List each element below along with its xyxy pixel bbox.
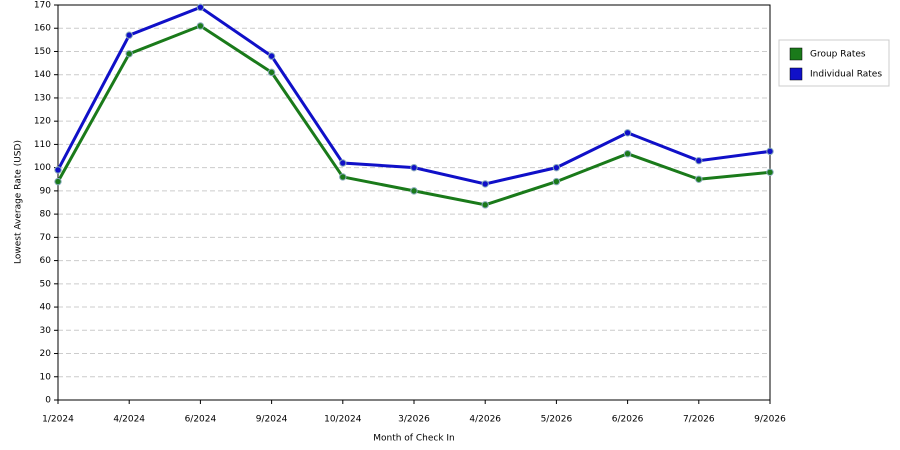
- x-tick-label: 5/2026: [541, 415, 573, 425]
- data-point: [695, 175, 703, 183]
- y-tick-label: 90: [40, 186, 52, 196]
- y-tick-label: 20: [40, 349, 52, 359]
- y-axis-label: Lowest Average Rate (USD): [14, 140, 24, 264]
- legend-label: Individual Rates: [810, 70, 882, 80]
- y-tick-label: 110: [34, 140, 51, 150]
- data-point: [339, 159, 347, 167]
- y-tick-label: 60: [40, 256, 52, 266]
- x-tick-label: 4/2024: [113, 415, 145, 425]
- data-point: [196, 3, 205, 12]
- y-tick-label: 150: [34, 47, 51, 57]
- data-point: [623, 150, 632, 158]
- data-point: [410, 187, 418, 195]
- data-point: [766, 168, 774, 176]
- data-point: [410, 163, 418, 172]
- data-point: [481, 180, 489, 188]
- data-point: [267, 68, 276, 77]
- data-point: [623, 129, 632, 137]
- plot-frame: [57, 4, 771, 401]
- data-point: [196, 22, 205, 30]
- data-point: [695, 156, 703, 165]
- data-point: [267, 52, 276, 60]
- data-point: [766, 147, 774, 156]
- legend-label: Group Rates: [810, 50, 866, 60]
- data-point: [552, 163, 561, 172]
- legend-swatch: [789, 47, 803, 61]
- data-point: [552, 177, 561, 186]
- y-tick-label: 30: [40, 326, 52, 336]
- x-axis-label: Month of Check In: [373, 434, 455, 444]
- x-tick-label: 9/2024: [256, 415, 288, 425]
- series-line: [56, 24, 771, 207]
- y-tick-label: 160: [34, 24, 51, 34]
- y-tick-label: 130: [34, 93, 51, 103]
- data-point: [54, 177, 62, 186]
- y-tick-label: 10: [40, 372, 52, 382]
- x-tick-label: 6/2026: [612, 415, 644, 425]
- y-tick-label: 50: [40, 279, 52, 289]
- y-tick-label: 140: [34, 70, 51, 80]
- data-point: [54, 166, 62, 174]
- x-tick-label: 4/2026: [469, 415, 501, 425]
- legend-swatch: [789, 67, 803, 81]
- x-tick-label: 10/2024: [324, 415, 362, 425]
- y-tick-label: 170: [34, 1, 51, 11]
- x-tick-label: 6/2024: [185, 415, 217, 425]
- x-tick-label: 3/2026: [398, 415, 430, 425]
- x-tick-label: 1/2024: [42, 415, 74, 425]
- data-point: [125, 31, 133, 39]
- y-tick-label: 0: [45, 396, 51, 406]
- y-tick-label: 100: [34, 163, 51, 173]
- y-tick-label: 40: [40, 303, 52, 313]
- x-tick-label: 9/2026: [754, 415, 786, 425]
- series-line: [56, 5, 771, 186]
- x-tick-label: 7/2026: [683, 415, 715, 425]
- y-tick-label: 70: [40, 233, 52, 243]
- data-point: [125, 50, 133, 58]
- y-tick-label: 80: [40, 210, 52, 220]
- data-point: [481, 201, 489, 209]
- data-point: [339, 173, 347, 181]
- y-tick-label: 120: [34, 117, 51, 127]
